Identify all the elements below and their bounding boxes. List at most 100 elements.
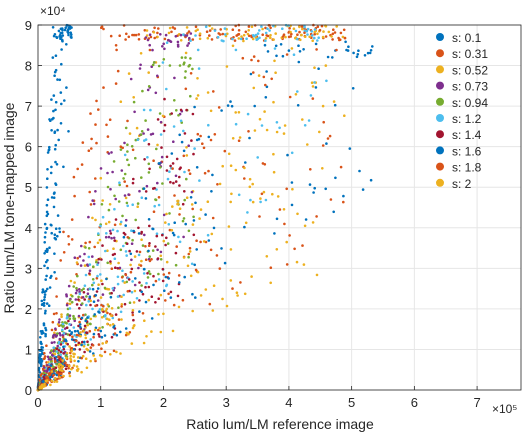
data-point [52, 312, 56, 316]
data-point [219, 28, 222, 31]
data-point [234, 122, 238, 126]
data-point [282, 132, 286, 135]
data-point [124, 327, 128, 330]
legend-marker [436, 65, 444, 74]
data-point [195, 97, 198, 100]
data-point [140, 176, 143, 179]
data-point [71, 294, 74, 298]
data-point [86, 343, 90, 347]
data-point [82, 287, 85, 291]
data-point [91, 199, 94, 202]
data-point [262, 75, 266, 79]
data-point [45, 186, 49, 189]
data-point [76, 167, 79, 171]
data-point [251, 182, 254, 186]
data-point [190, 262, 194, 266]
data-point [154, 245, 157, 248]
data-point [185, 146, 188, 149]
data-point [151, 227, 155, 231]
data-point [252, 86, 256, 90]
data-point [168, 212, 171, 215]
data-point [69, 354, 73, 358]
data-point [221, 297, 224, 301]
data-point [60, 48, 63, 51]
data-point [311, 221, 315, 224]
data-point [78, 307, 81, 310]
data-point [264, 37, 268, 40]
data-point [274, 44, 278, 48]
data-point [171, 231, 175, 235]
data-point [355, 55, 359, 59]
data-point [75, 261, 79, 264]
data-point [50, 165, 53, 169]
data-point [369, 49, 373, 52]
data-point [100, 335, 104, 339]
data-point [287, 49, 291, 52]
data-point [208, 302, 212, 306]
data-point [101, 244, 104, 247]
data-point [110, 236, 113, 240]
y-tick-label: 3 [25, 261, 32, 276]
data-point [103, 334, 107, 337]
data-point [201, 142, 204, 145]
data-point [130, 258, 133, 262]
data-point [67, 284, 71, 288]
data-point [133, 289, 137, 293]
data-point [92, 300, 96, 304]
data-point [131, 326, 135, 330]
data-point [327, 30, 331, 34]
data-point [116, 282, 120, 286]
data-point [60, 27, 64, 30]
data-point [50, 370, 54, 373]
data-point [185, 34, 189, 37]
data-point [143, 233, 146, 237]
data-point [70, 367, 73, 371]
data-point [45, 302, 49, 305]
data-point [54, 366, 58, 370]
data-point [54, 100, 58, 104]
data-point [321, 35, 325, 39]
data-point [93, 313, 96, 316]
data-point [126, 150, 129, 153]
data-point [168, 39, 172, 43]
legend-marker [436, 114, 444, 122]
data-point [120, 305, 123, 308]
data-point [52, 205, 56, 209]
data-point [75, 289, 79, 292]
data-point [46, 379, 49, 382]
data-point [248, 177, 252, 181]
data-point [230, 104, 234, 108]
data-point [140, 284, 143, 287]
data-point [165, 169, 169, 172]
data-point [46, 168, 49, 171]
data-point [81, 340, 84, 344]
data-point [74, 344, 78, 347]
data-point [135, 250, 139, 253]
data-point [132, 100, 136, 104]
data-point [306, 27, 310, 31]
data-point [220, 247, 223, 250]
data-point [57, 29, 61, 33]
data-point [121, 214, 124, 218]
data-point [43, 366, 46, 369]
data-point [221, 32, 225, 36]
data-point [57, 138, 60, 142]
data-point [175, 109, 178, 112]
data-point [159, 120, 163, 124]
data-point [281, 54, 285, 58]
data-point [184, 70, 187, 73]
data-point [266, 50, 270, 53]
data-point [338, 38, 342, 41]
legend-marker [436, 49, 444, 58]
legend-entry: s: 2 [452, 177, 472, 191]
data-point [145, 34, 149, 37]
data-point [234, 48, 238, 52]
data-point [121, 146, 124, 150]
data-point [163, 37, 167, 41]
data-point [101, 199, 104, 202]
data-point [138, 299, 141, 302]
data-point [174, 180, 178, 183]
data-point [297, 60, 301, 64]
data-point [53, 377, 57, 380]
data-point [63, 28, 67, 32]
